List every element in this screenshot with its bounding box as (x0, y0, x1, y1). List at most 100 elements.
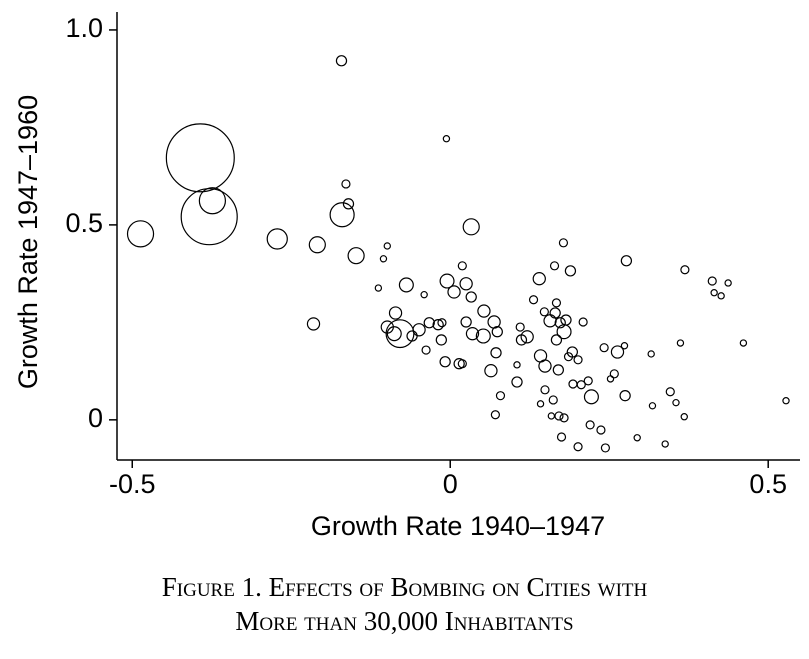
bubble (308, 236, 326, 254)
bubble (560, 314, 572, 326)
y-axis-label: Growth Rate 1947–1960 (13, 95, 43, 389)
bubble (342, 198, 355, 210)
bubble (457, 359, 467, 369)
bubble (435, 334, 447, 346)
bubble (573, 442, 583, 452)
bubble (447, 285, 461, 299)
y-tick-label: 1.0 (65, 13, 103, 43)
bubble (465, 327, 480, 341)
bubble (578, 317, 588, 327)
bubble (398, 277, 414, 293)
bubble (672, 398, 680, 407)
bubble (538, 359, 552, 373)
bubble (552, 364, 565, 376)
bubble (551, 298, 562, 308)
bubble (520, 330, 534, 344)
bubble (442, 135, 451, 143)
bubble (554, 411, 564, 421)
bubble (511, 376, 523, 388)
bubble (165, 123, 235, 193)
bubble (341, 179, 351, 189)
bubble (573, 355, 583, 365)
bubble (437, 318, 447, 328)
bubble (528, 295, 539, 305)
bubble (550, 334, 563, 346)
bubble (383, 242, 391, 250)
bubble (406, 330, 418, 342)
bubble (266, 228, 288, 250)
bubble (432, 319, 444, 331)
bubble (439, 273, 455, 289)
bubble (484, 364, 498, 378)
bubble (782, 397, 790, 405)
bubble (460, 316, 472, 328)
caption: Figure 1. Effects of Bombing on Cities w… (161, 572, 648, 602)
bubble (329, 202, 355, 228)
chart: Growth Rate 1940–1947 Growth Rate 1947–1… (13, 12, 800, 540)
bubble (661, 440, 669, 448)
bubble (647, 350, 655, 358)
bubble (568, 379, 578, 389)
bubble (583, 376, 593, 386)
bubble (491, 326, 503, 338)
bubble (620, 342, 629, 350)
bubble (559, 413, 569, 423)
bubble (306, 317, 321, 331)
bubble (680, 265, 690, 275)
bubble (374, 284, 383, 292)
bubble (543, 314, 557, 328)
bubble (717, 292, 725, 300)
bubble (532, 272, 546, 286)
bubble (539, 307, 549, 317)
bubble (566, 346, 578, 358)
bubble (554, 317, 566, 329)
bubble (676, 339, 685, 347)
bubble (515, 322, 525, 332)
y-tick-label: 0 (88, 403, 103, 433)
bubble (459, 277, 473, 291)
bubble (707, 276, 717, 286)
bubble (126, 220, 155, 248)
bubble (465, 291, 477, 303)
bubble (620, 255, 633, 267)
bubble (540, 385, 550, 395)
bubble (386, 326, 402, 342)
x-tick-label: 0 (443, 469, 458, 499)
bubble (547, 412, 556, 420)
bubble (619, 390, 631, 402)
bubble (564, 265, 577, 277)
bubble (475, 328, 491, 344)
bubble (513, 361, 521, 369)
bubble (457, 261, 467, 271)
bubble (423, 317, 435, 329)
bubble (495, 391, 506, 401)
bubble (420, 290, 428, 299)
bubble (606, 375, 615, 383)
x-tick-label: 0.5 (749, 469, 787, 499)
bubble (477, 304, 491, 318)
bubble (379, 255, 388, 263)
bubble (600, 443, 611, 453)
bubble (549, 261, 560, 271)
bubble (453, 358, 465, 370)
bubble (347, 247, 365, 265)
bubble (335, 55, 348, 67)
bubble (490, 347, 502, 359)
bubble (536, 400, 545, 408)
bubble (724, 279, 732, 287)
bubble (596, 425, 606, 435)
bubble (490, 410, 500, 420)
bubble (558, 238, 569, 248)
bubble (599, 343, 609, 353)
bubble (610, 345, 625, 359)
bubble (585, 420, 595, 430)
bubble (385, 319, 415, 349)
bubble (609, 369, 619, 379)
bubble (680, 413, 688, 421)
bubble (462, 218, 480, 236)
bubble (710, 289, 718, 297)
bubble (583, 389, 599, 405)
bubble (633, 434, 641, 442)
bubble (439, 356, 451, 368)
bubble (180, 188, 238, 246)
